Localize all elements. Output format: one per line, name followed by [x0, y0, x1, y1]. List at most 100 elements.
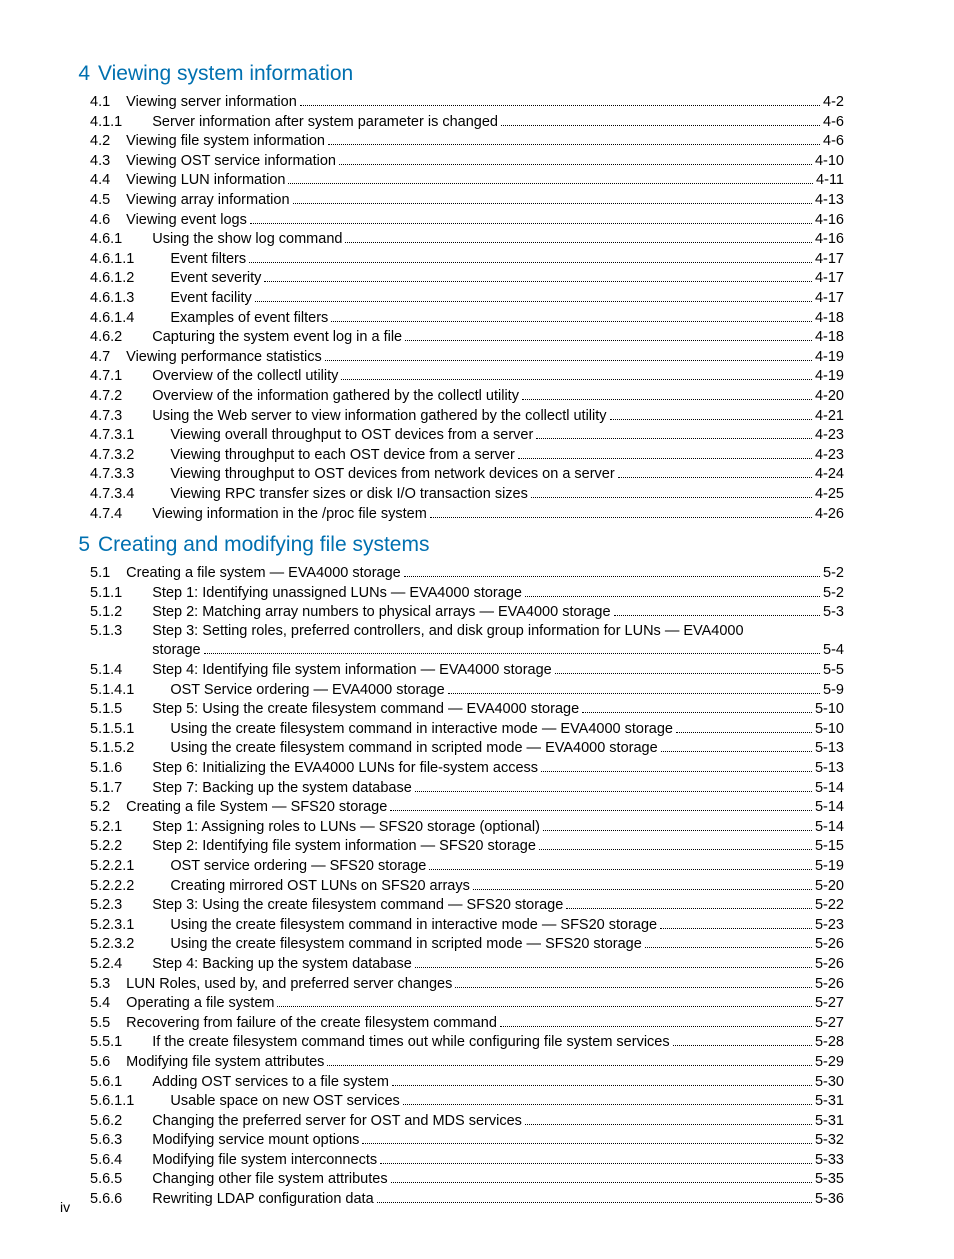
- toc-entry[interactable]: 4.3Viewing OST service information4-10: [60, 151, 844, 171]
- toc-entry-number: 4.1: [90, 93, 110, 112]
- toc-entry[interactable]: 5.6.5Changing other file system attribut…: [60, 1169, 844, 1189]
- toc-leader-dots: [455, 973, 812, 987]
- toc-entry[interactable]: 4.6.1Using the show log command4-16: [60, 229, 844, 249]
- chapter-heading[interactable]: 5Creating and modifying file systems: [60, 533, 844, 557]
- toc-entry[interactable]: 5.2.2.2Creating mirrored OST LUNs on SFS…: [60, 876, 844, 896]
- toc-entry[interactable]: 5.1.5.1Using the create filesystem comma…: [60, 719, 844, 739]
- toc-entry-number: 4.6.2: [90, 328, 122, 347]
- toc-entry[interactable]: 4.7.1Overview of the collectl utility4-1…: [60, 366, 844, 386]
- chapter-heading[interactable]: 4 Viewing system information: [60, 62, 844, 86]
- toc-entry-continuation[interactable]: 5.1.3storage5-4: [60, 640, 844, 660]
- toc-entry[interactable]: 5.6.6Rewriting LDAP configuration data5-…: [60, 1189, 844, 1209]
- toc-leader-dots: [405, 327, 812, 341]
- toc-entry[interactable]: 4.2Viewing file system information4-6: [60, 131, 844, 151]
- toc-entry-number: 4.6.1.1: [90, 250, 134, 269]
- toc-entry[interactable]: 5.1.1Step 1: Identifying unassigned LUNs…: [60, 583, 844, 603]
- toc-entry-page: 5-5: [823, 661, 844, 680]
- toc-entry[interactable]: 5.2.2Step 2: Identifying file system inf…: [60, 836, 844, 856]
- toc-entry[interactable]: 5.2.4Step 4: Backing up the system datab…: [60, 954, 844, 974]
- toc-entry-title: Using the show log command: [152, 230, 342, 249]
- toc-entry[interactable]: 5.2.1Step 1: Assigning roles to LUNs — S…: [60, 817, 844, 837]
- toc-entry[interactable]: 5.1.7Step 7: Backing up the system datab…: [60, 778, 844, 798]
- toc-entry-page: 5-35: [815, 1170, 844, 1189]
- toc-entry[interactable]: 4.4Viewing LUN information4-11: [60, 170, 844, 190]
- toc-entry[interactable]: 5.2.3Step 3: Using the create filesystem…: [60, 895, 844, 915]
- chapter-title: Viewing system information: [98, 62, 353, 85]
- toc-entry[interactable]: 5.6.2Changing the preferred server for O…: [60, 1111, 844, 1131]
- toc-entry[interactable]: 5.5.1If the create filesystem command ti…: [60, 1032, 844, 1052]
- toc-entry[interactable]: 4.7.4Viewing information in the /proc fi…: [60, 503, 844, 523]
- toc-entry-page: 5-19: [815, 857, 844, 876]
- toc-entry[interactable]: 4.7.3.3Viewing throughput to OST devices…: [60, 464, 844, 484]
- toc-entry[interactable]: 4.7.3.2Viewing throughput to each OST de…: [60, 445, 844, 465]
- toc-entry[interactable]: 5.6.3Modifying service mount options5-32: [60, 1130, 844, 1150]
- toc-entry-page: 5-22: [815, 896, 844, 915]
- toc-entry-page: 4-21: [815, 407, 844, 426]
- toc-leader-dots: [390, 797, 812, 811]
- toc-entry[interactable]: 4.7.3Using the Web server to view inform…: [60, 406, 844, 426]
- toc-entry[interactable]: 4.6Viewing event logs4-16: [60, 210, 844, 230]
- toc-leader-dots: [331, 308, 812, 322]
- toc-entry-title: Step 6: Initializing the EVA4000 LUNs fo…: [152, 759, 538, 778]
- toc-entry-title: Recovering from failure of the create fi…: [126, 1014, 497, 1033]
- toc-entry-page: 4-24: [815, 465, 844, 484]
- chapter-number: 4: [60, 62, 90, 86]
- toc-entry[interactable]: 5.3LUN Roles, used by, and preferred ser…: [60, 973, 844, 993]
- toc-entry[interactable]: 5.2Creating a file System — SFS20 storag…: [60, 797, 844, 817]
- toc-entry[interactable]: 4.7Viewing performance statistics4-19: [60, 347, 844, 367]
- toc-entry[interactable]: 5.1.2Step 2: Matching array numbers to p…: [60, 602, 844, 622]
- toc-leader-dots: [250, 210, 812, 224]
- toc-entry-page: 5-33: [815, 1151, 844, 1170]
- toc-entry[interactable]: 4.5Viewing array information4-13: [60, 190, 844, 210]
- toc-entry-page: 5-26: [815, 935, 844, 954]
- toc-entry[interactable]: 4.6.1.2Event severity4-17: [60, 268, 844, 288]
- toc-entry[interactable]: 4.7.3.1Viewing overall throughput to OST…: [60, 425, 844, 445]
- toc-entry[interactable]: 5.1.6Step 6: Initializing the EVA4000 LU…: [60, 758, 844, 778]
- toc-list: 5.1Creating a file system — EVA4000 stor…: [60, 563, 844, 1209]
- toc-leader-dots: [661, 738, 812, 752]
- toc-leader-dots: [618, 464, 812, 478]
- toc-entry-number: 4.6: [90, 211, 110, 230]
- toc-entry-number: 5.2.3.1: [90, 916, 134, 935]
- toc-entry-page: 4-23: [815, 446, 844, 465]
- toc-entry[interactable]: 4.1.1Server information after system par…: [60, 112, 844, 132]
- toc-entry[interactable]: 5.1Creating a file system — EVA4000 stor…: [60, 563, 844, 583]
- toc-entry-title: LUN Roles, used by, and preferred server…: [126, 975, 452, 994]
- toc-entry-page: 5-13: [815, 759, 844, 778]
- toc-entry[interactable]: 5.6.4Modifying file system interconnects…: [60, 1150, 844, 1170]
- toc-leader-dots: [582, 699, 812, 713]
- toc-entry[interactable]: 5.1.5.2Using the create filesystem comma…: [60, 738, 844, 758]
- toc-entry[interactable]: 4.1Viewing server information4-2: [60, 92, 844, 112]
- toc-entry-title: Using the Web server to view information…: [152, 407, 606, 426]
- toc-entry[interactable]: 4.6.2Capturing the system event log in a…: [60, 327, 844, 347]
- toc-leader-dots: [288, 170, 813, 184]
- toc-leader-dots: [328, 131, 820, 145]
- toc-leader-dots: [325, 347, 812, 361]
- toc-entry[interactable]: 4.6.1.3Event facility4-17: [60, 288, 844, 308]
- toc-entry[interactable]: 5.1.4.1OST Service ordering — EVA4000 st…: [60, 680, 844, 700]
- toc-entry[interactable]: 5.6.1Adding OST services to a file syste…: [60, 1071, 844, 1091]
- toc-entry-title: Viewing information in the /proc file sy…: [152, 505, 427, 524]
- toc-entry[interactable]: 5.1.5Step 5: Using the create filesystem…: [60, 699, 844, 719]
- toc-entry-page: 5-30: [815, 1073, 844, 1092]
- toc-entry-page: 5-14: [815, 798, 844, 817]
- toc-entry[interactable]: 5.2.3.1Using the create filesystem comma…: [60, 915, 844, 935]
- toc-entry[interactable]: 5.1.4Step 4: Identifying file system inf…: [60, 660, 844, 680]
- toc-entry[interactable]: 5.4Operating a file system5-27: [60, 993, 844, 1013]
- toc-entry[interactable]: 4.7.3.4Viewing RPC transfer sizes or dis…: [60, 484, 844, 504]
- toc-entry[interactable]: 5.1.3Step 3: Setting roles, preferred co…: [60, 622, 844, 641]
- toc-entry[interactable]: 4.6.1.4Examples of event filters4-18: [60, 308, 844, 328]
- toc-entry-page: 4-25: [815, 485, 844, 504]
- toc-entry[interactable]: 5.2.3.2Using the create filesystem comma…: [60, 934, 844, 954]
- toc-entry[interactable]: 4.6.1.1Event filters4-17: [60, 249, 844, 269]
- toc-entry-number: 5.1.4: [90, 661, 122, 680]
- toc-entry-title: Step 2: Identifying file system informat…: [152, 837, 536, 856]
- toc-entry-number: 4.7.2: [90, 387, 122, 406]
- toc-entry[interactable]: 5.6Modifying file system attributes5-29: [60, 1052, 844, 1072]
- toc-entry-title: Step 1: Assigning roles to LUNs — SFS20 …: [152, 818, 540, 837]
- toc-entry-number: 4.7.3.2: [90, 446, 134, 465]
- toc-entry[interactable]: 5.2.2.1OST service ordering — SFS20 stor…: [60, 856, 844, 876]
- toc-entry[interactable]: 5.6.1.1Usable space on new OST services5…: [60, 1091, 844, 1111]
- toc-entry[interactable]: 4.7.2Overview of the information gathere…: [60, 386, 844, 406]
- toc-entry[interactable]: 5.5Recovering from failure of the create…: [60, 1013, 844, 1033]
